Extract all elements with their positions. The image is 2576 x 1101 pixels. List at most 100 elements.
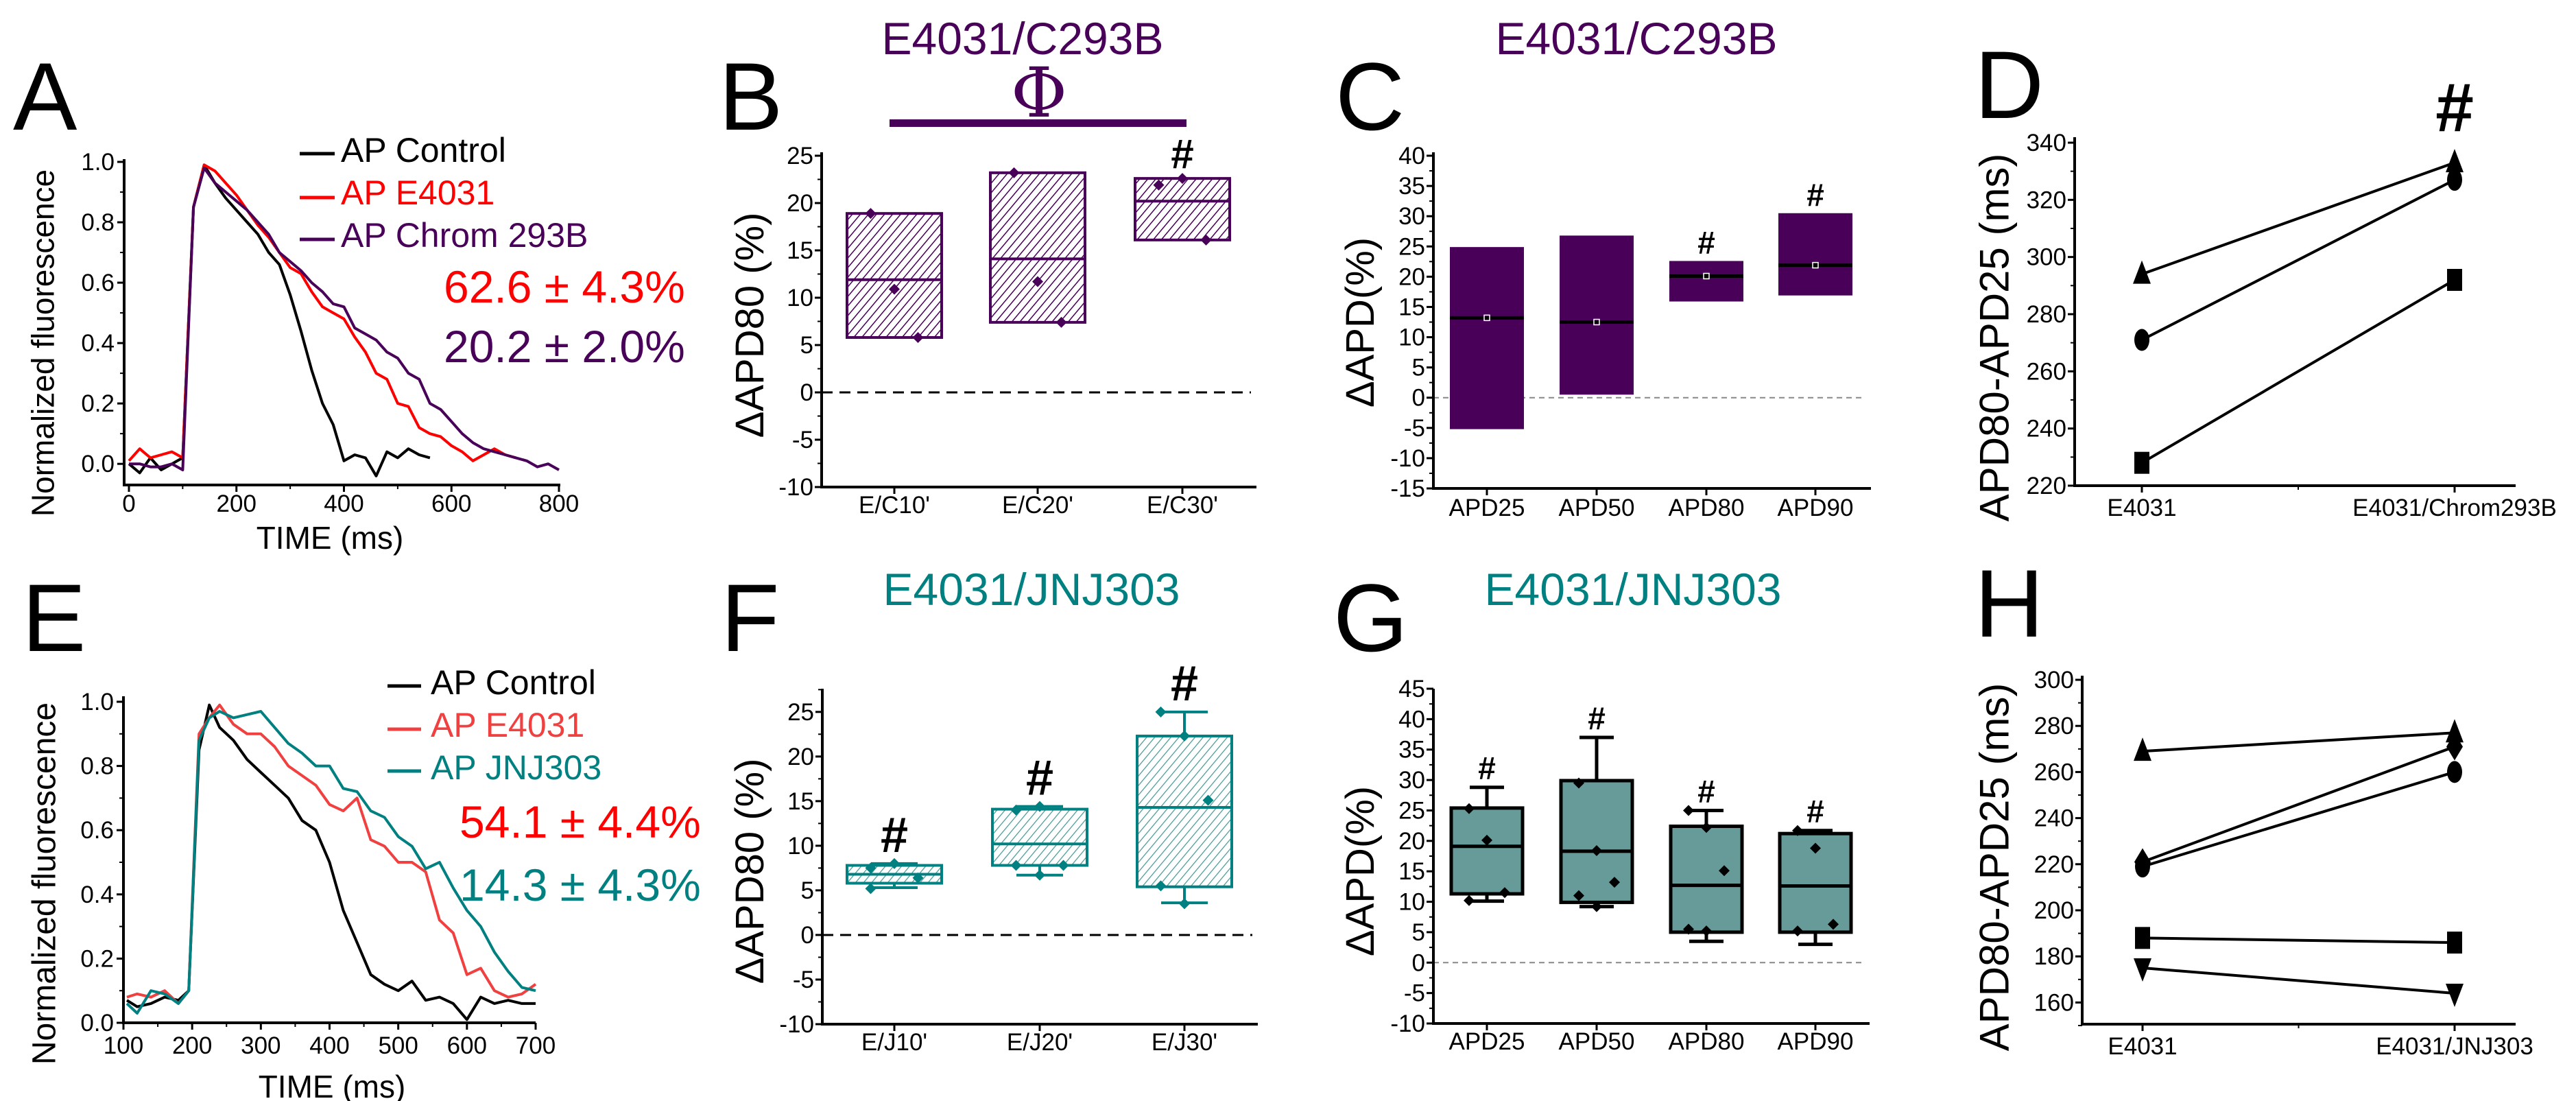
panel-h-triangle-down-marker: [2134, 958, 2151, 982]
panel-f-data-point: [1058, 860, 1069, 871]
panel-b-comparison-bar: [890, 119, 1186, 127]
panel-h-y-tick-label: 180: [2034, 943, 2074, 970]
panel-e-y-axis-title: Normalized fluorescence: [26, 702, 62, 1065]
panel-e-y-tick-label: 0.6: [80, 817, 114, 844]
panel-h-triangle-up-marker: [2134, 737, 2151, 761]
panel-g-data-point: [1573, 890, 1584, 901]
panel-c-category-label: APD90: [1778, 495, 1854, 521]
panel-g-box-3: [1778, 825, 1853, 947]
panel-g-data-point: [1481, 834, 1492, 846]
panel-g-y-tick-label: 35: [1398, 737, 1425, 763]
panel-g-y-tick-label: 25: [1398, 797, 1425, 824]
panel-e-y-tick-label: 0.4: [80, 881, 114, 908]
panel-f-data-point: [889, 857, 900, 869]
panel-g-box-1: [1559, 735, 1634, 912]
panel-a-y-axis-title: Normalized fluorescence: [25, 169, 61, 517]
panel-g-data-point: [1464, 803, 1475, 814]
panel-g-box-0: [1449, 785, 1525, 906]
panel-h-subject-2: [2135, 761, 2462, 878]
panel-g-data-point: [1701, 822, 1712, 833]
panel-g-data-point: [1683, 805, 1694, 816]
panel-b-category-label: E/C10': [859, 492, 930, 519]
panel-d-category-label: E4031: [2107, 495, 2176, 521]
panel-c-mean-marker: [1483, 314, 1490, 322]
panel-b-significance-marker: #: [1171, 131, 1193, 177]
panel-e-y-tick-label: 1.0: [80, 689, 114, 715]
panel-a-trace-0: [128, 163, 431, 477]
panel-c-y-tick-label: 15: [1398, 294, 1425, 320]
panel-a-y-tick-label: 1.0: [81, 149, 115, 176]
panel-a-stat-annotation: 62.6 ± 4.3%: [444, 261, 685, 312]
panel-g-data-point: [1701, 925, 1712, 937]
panel-f-data-point: [1155, 880, 1167, 892]
panel-b-data-point: [865, 208, 876, 220]
panel-g: G ΔAPD(%) E4031/JNJ303 -10 -5 0 5 10 15 20 25 30 35 4…: [1333, 564, 1870, 1055]
panel-b-y-tick-label: 25: [787, 143, 813, 169]
panel-c-mean-marker: [1703, 272, 1710, 280]
panel-a-y-tick-label: 0.0: [81, 451, 115, 477]
panel-g-box-iqr: [1669, 825, 1744, 934]
panel-b-chart-title: E4031/C293B: [882, 13, 1164, 64]
panel-h-y-tick-label: 200: [2034, 897, 2074, 924]
panel-f-data-point: [1034, 801, 1045, 812]
panel-h-connecting-line: [2142, 936, 2455, 945]
panel-g-data-point: [1591, 901, 1602, 912]
panel-b-y-tick-label: 5: [800, 332, 813, 359]
panel-d-y-tick-label: 280: [2027, 301, 2066, 328]
panel-c-category-label: APD50: [1559, 495, 1635, 521]
panel-g-data-point: [1828, 919, 1839, 930]
panel-c-category-label: APD80: [1669, 495, 1745, 521]
panel-d-square-marker: [2134, 451, 2149, 474]
panel-c-box-2: [1669, 261, 1743, 302]
panel-h-category-label: E4031: [2108, 1033, 2177, 1060]
panel-f-chart-title: E4031/JNJ303: [883, 564, 1180, 615]
panel-b-y-tick-label: -10: [778, 474, 813, 501]
panel-e-x-tick-label: 500: [378, 1032, 418, 1059]
panel-c-y-tick-label: -5: [1404, 415, 1425, 442]
panel-b-y-tick-label: 15: [787, 237, 813, 264]
panel-g-significance-marker: #: [1588, 700, 1606, 736]
panel-f-box-1: [991, 801, 1088, 881]
panel-f-y-tick-label: 25: [787, 699, 814, 726]
panel-f-significance-marker: #: [1171, 656, 1198, 711]
panel-d-connecting-line: [2140, 279, 2456, 464]
panel-g-significance-marker: #: [1697, 773, 1715, 809]
panel-b-category-label: E/C30': [1147, 492, 1218, 519]
panel-c-significance-marker: #: [1806, 177, 1824, 213]
panel-a-legend-label: AP Chrom 293B: [341, 216, 588, 254]
panel-c-chart-title: E4031/C293B: [1496, 13, 1778, 64]
panel-f-category-label: E/J20': [1007, 1029, 1073, 1056]
panel-a-trace-2: [129, 166, 560, 471]
panel-d-y-tick-label: 340: [2027, 130, 2066, 156]
panel-a-x-tick-label: 200: [217, 490, 257, 517]
panel-f-data-point: [912, 872, 924, 884]
panel-h-y-tick-label: 160: [2034, 989, 2074, 1016]
panel-h-triangle-down-marker: [2446, 983, 2464, 1007]
panel-c: C ΔAPD(%) E4031/C293B -15 -10 -5 0 5 10 15 20 25 30 3…: [1335, 13, 1871, 521]
panel-d-y-tick-label: 220: [2027, 473, 2066, 499]
panel-b-y-axis-title: ΔAPD80 (%): [728, 213, 772, 438]
panel-d-panel-label: D: [1975, 31, 2044, 139]
panel-b-data-point: [1200, 234, 1212, 246]
panel-b-y-tick-label: 20: [787, 190, 813, 217]
panel-b-box-iqr: [1134, 177, 1231, 241]
panel-g-y-tick-label: 10: [1398, 889, 1425, 916]
panel-d-circle-marker: [2134, 329, 2149, 351]
panel-c-mean-marker: [1812, 261, 1819, 269]
panel-g-category-label: APD50: [1559, 1028, 1635, 1055]
panel-g-y-axis-title: ΔAPD(%): [1338, 786, 1383, 956]
panel-f-y-tick-label: 5: [801, 877, 814, 904]
panel-h-square-marker: [2447, 932, 2462, 954]
panel-f-data-point: [1202, 794, 1214, 806]
panel-g-box-iqr: [1449, 806, 1525, 896]
panel-c-box-iqr: [1778, 213, 1852, 296]
panel-f-data-point: [1034, 869, 1045, 881]
panel-f-y-tick-label: -10: [779, 1011, 814, 1038]
panel-g-data-point: [1719, 865, 1730, 877]
panel-d-connecting-line: [2141, 178, 2455, 342]
panel-a-x-tick-label: 800: [539, 490, 579, 517]
panel-c-mean-marker: [1593, 318, 1600, 326]
panel-e-x-axis-title: TIME (ms): [259, 1069, 406, 1101]
panel-d-triangle-up-marker: [2446, 149, 2464, 173]
panel-e-y-tick-label: 0.0: [80, 1010, 114, 1037]
